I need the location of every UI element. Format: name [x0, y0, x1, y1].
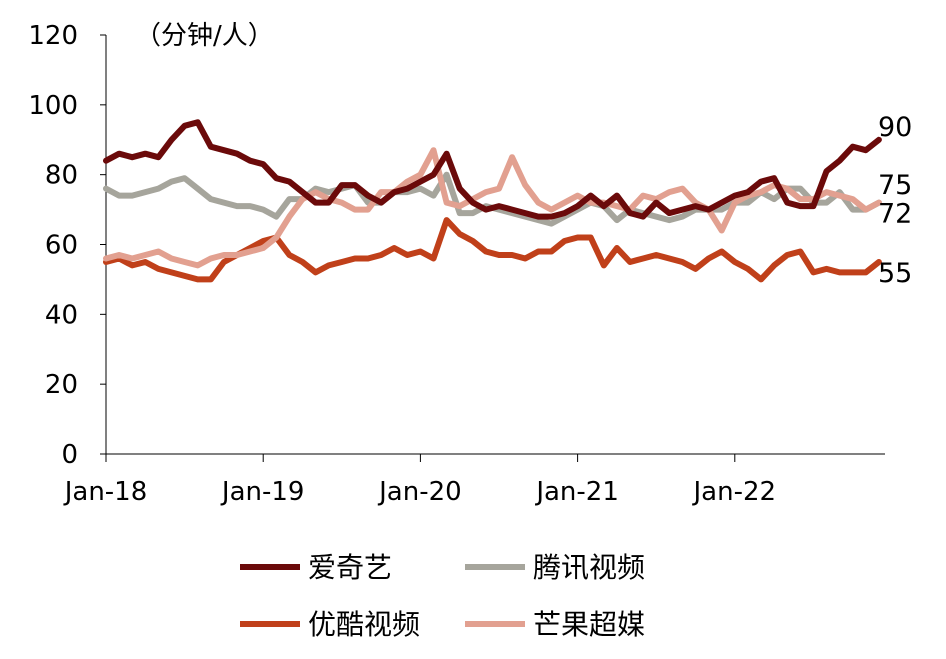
series-end-label: 55	[878, 258, 912, 289]
series-end-label: 75	[878, 170, 912, 201]
x-tick-label: Jan-22	[692, 477, 777, 507]
legend-label: 芒果超媒	[533, 608, 645, 641]
legend-item: 芒果超媒	[465, 608, 645, 641]
unit-label: （分钟/人）	[135, 21, 274, 51]
x-tick-label: Jan-18	[63, 477, 148, 507]
legend-item: 爱奇艺	[240, 551, 392, 584]
y-tick-labels: 0 20 40 60 80 100 120	[28, 21, 78, 470]
x-tick-label: Jan-19	[220, 477, 305, 507]
series-line	[103, 217, 882, 283]
legend-label: 爱奇艺	[308, 551, 392, 584]
x-tick-label: Jan-21	[534, 477, 619, 507]
y-tick-label: 0	[61, 440, 78, 470]
x-tick-label: Jan-20	[377, 477, 462, 507]
legend-label: 优酷视频	[308, 608, 420, 641]
y-tick-label: 120	[28, 21, 78, 51]
legend-label: 腾讯视频	[533, 551, 645, 584]
y-tick-label: 20	[45, 370, 78, 400]
series-end-label: 90	[878, 112, 912, 143]
y-axis	[100, 34, 107, 455]
legend-item: 腾讯视频	[465, 551, 645, 584]
x-axis	[105, 453, 885, 462]
y-tick-label: 40	[45, 300, 78, 330]
series-line	[103, 147, 882, 269]
series-lines	[103, 119, 882, 283]
end-labels: 90 75 55 72	[878, 112, 912, 289]
y-tick-label: 100	[28, 91, 78, 121]
series-end-label: 72	[878, 199, 912, 230]
y-tick-label: 60	[45, 231, 78, 261]
legend-item: 优酷视频	[240, 608, 420, 641]
y-tick-label: 80	[45, 161, 78, 191]
series-line	[103, 119, 882, 220]
x-tick-labels: Jan-18 Jan-19 Jan-20 Jan-21 Jan-22	[63, 477, 776, 507]
